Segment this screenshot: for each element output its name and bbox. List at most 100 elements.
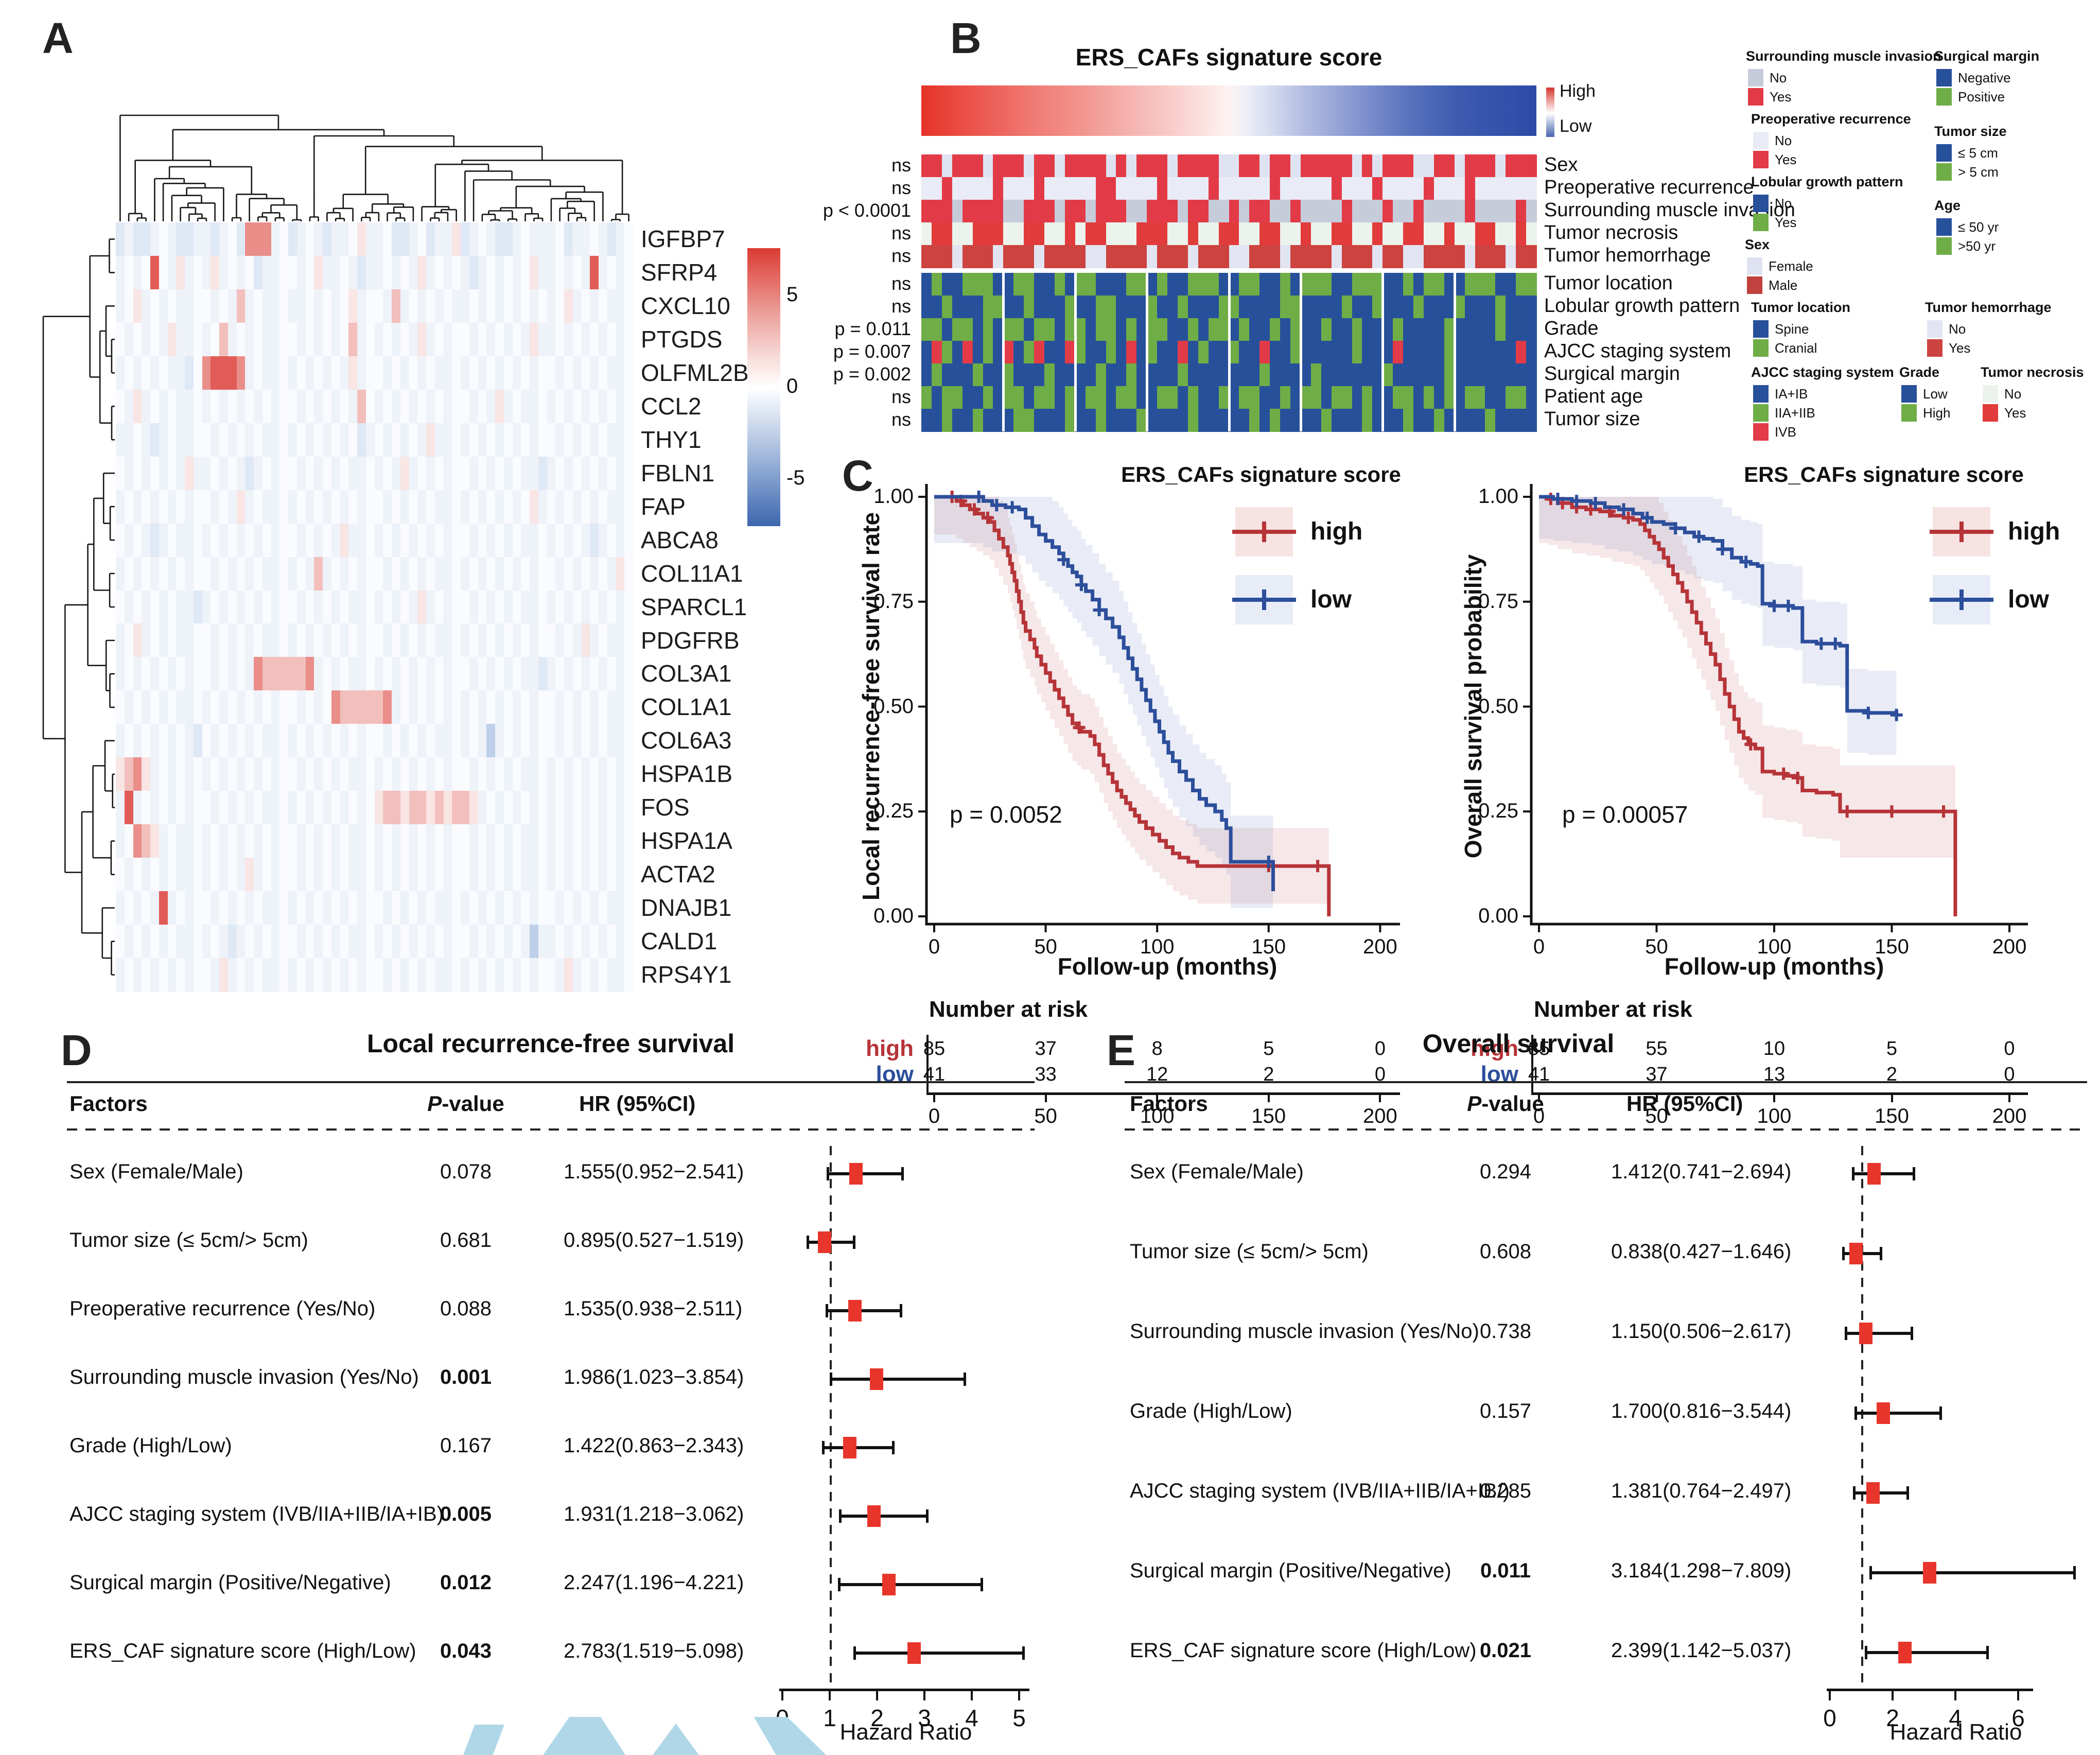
heatmap-cell [167, 590, 177, 624]
heatmap-cell [193, 657, 203, 691]
heatmap-cell [538, 456, 548, 491]
annotation-cell [1516, 177, 1527, 200]
heatmap-cell [357, 389, 366, 424]
annotation-cell [1095, 222, 1107, 246]
heatmap-cell [572, 557, 582, 591]
heatmap-cell [374, 523, 383, 558]
annotation-cell [1147, 363, 1158, 387]
annotation-cell [1413, 222, 1424, 246]
ci-cap-high [891, 1441, 895, 1454]
annotation-cell [1075, 363, 1086, 387]
heatmap-cell [202, 791, 211, 825]
heatmap-cell [400, 858, 410, 892]
annotation-cell [1516, 245, 1527, 268]
heatmap-cell [581, 757, 590, 791]
gene-label: ABCA8 [641, 526, 719, 553]
group-gap [1299, 273, 1302, 431]
gene-label: HSPA1B [641, 760, 733, 788]
annotation-cell [1280, 363, 1291, 387]
annotation-cell [1034, 341, 1045, 364]
heatmap-cell [150, 255, 160, 290]
annotation-cell [1393, 318, 1404, 341]
heatmap-cell [469, 557, 479, 591]
annotation-cell [1157, 341, 1168, 364]
annotation-cell [1013, 409, 1024, 432]
axis-tick [1892, 1691, 1894, 1700]
heatmap-cell [392, 389, 401, 424]
heatmap-cell [478, 657, 487, 691]
annotation-cell [1044, 409, 1055, 432]
heatmap-cell [365, 623, 375, 658]
annotation-cell [941, 341, 953, 364]
heatmap-cell [443, 690, 452, 724]
annotation-cell [1290, 409, 1301, 432]
heatmap-cell [296, 657, 306, 691]
annotation-cell [1064, 200, 1076, 223]
annotation-cell [1126, 296, 1137, 319]
annotation-cell [1362, 409, 1373, 432]
heatmap-cell [116, 289, 125, 323]
heatmap-cell [150, 490, 160, 524]
heatmap-cell [417, 858, 427, 892]
heatmap-cell [392, 623, 401, 658]
annotation-cell [983, 296, 994, 319]
heatmap-cell [572, 356, 582, 390]
annotation-cell [1300, 341, 1311, 364]
annotation-cell [1136, 177, 1147, 200]
heatmap-cell [486, 557, 496, 591]
forest-factor: ERS_CAF signature score (High/Low) [1130, 1639, 1477, 1662]
legend-item-label: Male [1769, 277, 1798, 293]
heatmap-cell [219, 824, 229, 858]
heatmap-cell [581, 891, 590, 925]
annotation-cell [1116, 318, 1127, 341]
heatmap-cell [357, 958, 366, 992]
legend-swatch [1753, 320, 1769, 338]
heatmap-cell [124, 289, 134, 323]
annotation-cell [1208, 200, 1219, 223]
annotation-cell [1075, 245, 1086, 268]
annotation-cell [1423, 222, 1434, 246]
annotation-cell [1403, 386, 1414, 409]
annotation-cell [1352, 273, 1363, 296]
legend-item-label: No [1775, 196, 1792, 211]
heatmap-cell [572, 423, 582, 457]
heatmap-cell [400, 222, 410, 256]
annotation-cell [1177, 318, 1188, 341]
annotation-cell [1495, 386, 1506, 409]
gene-label: COL3A1 [641, 660, 732, 687]
heatmap-cell [150, 222, 160, 256]
heatmap-cell [452, 724, 461, 758]
annotation-cell [1126, 341, 1137, 364]
annotation-cell [1208, 341, 1219, 364]
censor-mark [1584, 503, 1597, 516]
heatmap-cell [167, 724, 177, 758]
heatmap-cell [219, 490, 229, 524]
heatmap-cell [202, 389, 211, 424]
annotation-cell [983, 386, 994, 409]
heatmap-cell [331, 891, 341, 925]
annotation-cell [1352, 177, 1363, 200]
heatmap-cell [478, 322, 487, 357]
heatmap-cell [581, 523, 590, 558]
heatmap-cell [142, 891, 151, 925]
heatmap-cell [426, 891, 435, 925]
heatmap-cell [133, 724, 142, 758]
annotation-cell [1157, 273, 1168, 296]
annotation-cell [993, 273, 1004, 296]
heatmap-cell [185, 891, 194, 925]
heatmap-cell [624, 490, 634, 524]
heatmap-cell [521, 623, 530, 658]
annotation-cell [1147, 222, 1158, 246]
annotation-cell [1341, 222, 1353, 246]
heatmap-cell [296, 456, 306, 491]
heatmap-cell [555, 322, 565, 357]
annotation-cell [1044, 386, 1055, 409]
heatmap-cell [365, 724, 375, 758]
annotation-cell [1444, 154, 1455, 178]
heatmap-cell [521, 858, 530, 892]
heatmap-cell [245, 791, 254, 825]
annotation-cell [1403, 177, 1414, 200]
heatmap-cell [262, 356, 272, 390]
annotation-cell [1147, 341, 1158, 364]
heatmap-cell [452, 456, 461, 491]
